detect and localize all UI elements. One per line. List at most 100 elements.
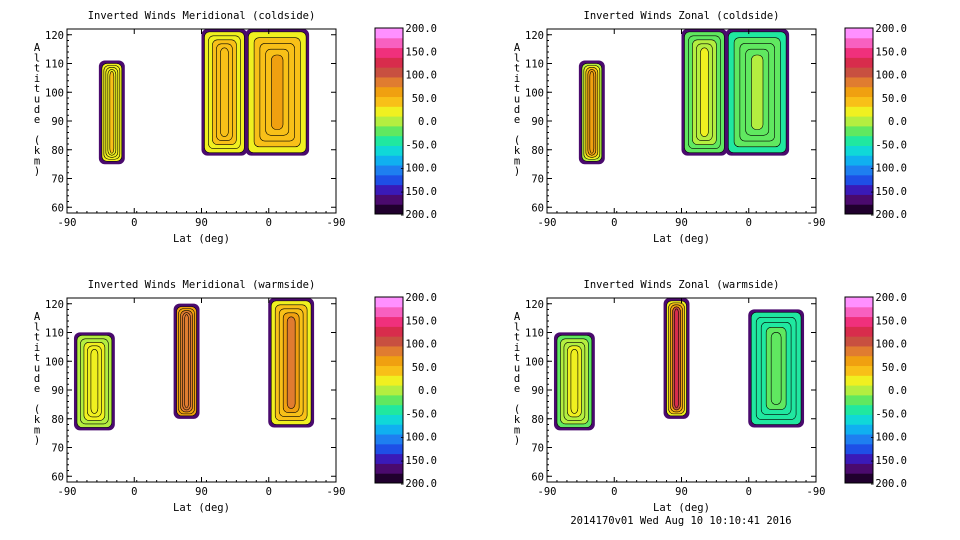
colorbar-swatch bbox=[375, 86, 403, 98]
x-tick-label: 0 bbox=[746, 486, 752, 498]
contour-blob-2 bbox=[663, 297, 690, 419]
contour-blob-2 bbox=[201, 28, 248, 156]
colorbar-frame bbox=[844, 27, 874, 215]
colorbar-swatch bbox=[845, 365, 873, 376]
contour-blob-3 bbox=[725, 28, 790, 156]
y-tick-label: 80 bbox=[51, 145, 64, 157]
colorbar-label: -50.0 bbox=[875, 408, 907, 420]
colorbar-swatch bbox=[845, 443, 873, 455]
y-tick-label: 110 bbox=[45, 328, 64, 340]
y-tick-label: 110 bbox=[525, 328, 544, 340]
colorbar-swatch bbox=[375, 57, 403, 68]
contour-blob-1 bbox=[578, 60, 605, 165]
colorbar-swatch bbox=[845, 28, 873, 39]
colorbar: 200.0 150.0 100.0 50.0 0.0 -50.0 -100.0 -150.0 -… bbox=[374, 292, 437, 490]
colorbar-label: 0.0 bbox=[888, 385, 907, 397]
x-tick-label: 0 bbox=[131, 486, 137, 498]
y-tick-label: 100 bbox=[525, 87, 544, 99]
x-tick-label: -90 bbox=[58, 217, 77, 229]
y-tick-label: 70 bbox=[531, 443, 544, 455]
colorbar-swatch bbox=[845, 434, 873, 445]
panel-1: Inverted Winds Meridional (coldside) -90 0… bbox=[34, 10, 437, 245]
colorbar-swatch bbox=[375, 28, 403, 39]
colorbar-swatch bbox=[845, 394, 873, 406]
colorbar-swatch bbox=[845, 106, 873, 117]
y-tick-label: 60 bbox=[531, 471, 544, 483]
colorbar-swatch bbox=[375, 434, 403, 445]
colorbar-label: -50.0 bbox=[875, 139, 907, 151]
colorbar-swatch bbox=[845, 385, 873, 396]
colorbar-swatch bbox=[375, 155, 403, 166]
y-tick-label: 100 bbox=[45, 356, 64, 368]
x-tick-label: -90 bbox=[327, 486, 346, 498]
chart-title: Inverted Winds Zonal (warmside) bbox=[584, 279, 780, 291]
colorbar-label: -150.0 bbox=[399, 186, 437, 198]
chart-title: Inverted Winds Meridional (warmside) bbox=[88, 279, 316, 291]
colorbar-label: -50.0 bbox=[405, 139, 437, 151]
colorbar-swatch bbox=[845, 57, 873, 68]
y-tick-label: 90 bbox=[531, 116, 544, 128]
colorbar-swatch bbox=[845, 86, 873, 98]
colorbar-label: 200.0 bbox=[875, 23, 907, 35]
contour-blob-2 bbox=[173, 303, 200, 419]
colorbar-label: -100.0 bbox=[399, 163, 437, 175]
colorbar-swatch bbox=[845, 116, 873, 127]
colorbar-label: 50.0 bbox=[882, 93, 907, 105]
contour-level bbox=[286, 316, 296, 409]
x-tick-label: -90 bbox=[58, 486, 77, 498]
colorbar-swatch bbox=[845, 155, 873, 166]
colorbar-swatch bbox=[375, 453, 403, 464]
colorbar-swatch bbox=[845, 355, 873, 367]
contour-level bbox=[674, 308, 679, 409]
colorbar-swatch bbox=[845, 297, 873, 308]
colorbar-label: 150.0 bbox=[875, 46, 907, 58]
y-tick-label: 80 bbox=[531, 145, 544, 157]
contour-level bbox=[184, 314, 189, 409]
colorbar-label: -200.0 bbox=[399, 478, 437, 490]
colorbar-label: -100.0 bbox=[399, 432, 437, 444]
colorbar-swatch bbox=[375, 37, 403, 49]
colorbar-swatch bbox=[375, 194, 403, 205]
colorbar-swatch bbox=[375, 106, 403, 117]
colorbar-swatch bbox=[845, 473, 873, 484]
colorbar-label: 200.0 bbox=[405, 292, 437, 304]
panel-2: Inverted Winds Zonal (coldside) -90 0 90 0 -9… bbox=[514, 10, 907, 245]
y-tick-label: 80 bbox=[531, 414, 544, 426]
y-tick-label: 120 bbox=[45, 30, 64, 42]
colorbar-swatch bbox=[375, 47, 403, 58]
x-tick-label: 0 bbox=[746, 217, 752, 229]
contour-blob-2 bbox=[681, 28, 728, 156]
x-tick-label: -90 bbox=[807, 486, 826, 498]
colorbar-label: -100.0 bbox=[869, 163, 907, 175]
colorbar-swatch bbox=[375, 145, 403, 156]
y-tick-label: 120 bbox=[45, 299, 64, 311]
contour-level bbox=[751, 54, 764, 130]
contour-blob-1 bbox=[73, 332, 115, 431]
colorbar-swatch bbox=[845, 184, 873, 195]
x-tick-label: 0 bbox=[611, 486, 617, 498]
colorbar-swatch bbox=[375, 463, 403, 474]
colorbar-label: 150.0 bbox=[875, 315, 907, 327]
x-tick-label: 0 bbox=[611, 217, 617, 229]
colorbar-label: 100.0 bbox=[405, 339, 437, 351]
panel-3: Inverted Winds Meridional (warmside) -90 0… bbox=[34, 279, 437, 514]
contour-level bbox=[109, 71, 115, 154]
colorbar-label: -150.0 bbox=[869, 455, 907, 467]
colorbar-swatch bbox=[375, 424, 403, 435]
colorbar-swatch bbox=[845, 67, 873, 78]
colorbar-label: 50.0 bbox=[882, 362, 907, 374]
x-tick-label: 90 bbox=[195, 486, 208, 498]
colorbar-label: -150.0 bbox=[869, 186, 907, 198]
colorbar-swatch bbox=[375, 76, 403, 88]
y-tick-label: 60 bbox=[51, 471, 64, 483]
colorbar-label: 0.0 bbox=[418, 385, 437, 397]
colorbar-swatch bbox=[845, 96, 873, 107]
colorbar-swatch bbox=[375, 404, 403, 415]
colorbar-swatch bbox=[375, 135, 403, 146]
colorbar-swatch bbox=[375, 204, 403, 215]
colorbar-swatch bbox=[845, 204, 873, 215]
colorbar-swatch bbox=[375, 414, 403, 425]
